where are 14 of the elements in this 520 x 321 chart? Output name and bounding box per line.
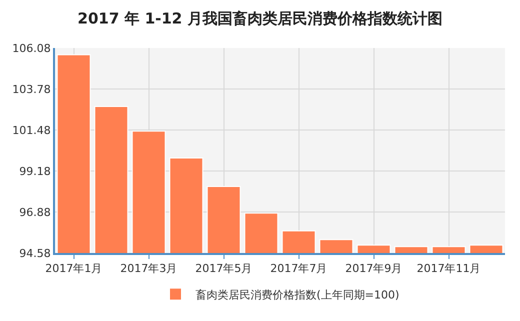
x-tick-label: 2017年5月 (195, 262, 252, 276)
x-tick-label: 2017年7月 (270, 262, 328, 276)
y-tick-label: 94.58 (19, 246, 51, 260)
legend-label: 畜肉类居民消费价格指数(上年同期=100) (196, 288, 400, 302)
x-tick-label: 2017年9月 (345, 262, 402, 276)
y-tick-label: 99.18 (19, 164, 51, 178)
y-tick-label: 96.88 (19, 206, 51, 219)
y-tick-label: 101.48 (12, 124, 51, 137)
x-tick-label: 2017年3月 (120, 262, 178, 276)
chart-title: 2017 年 1-12 月我国畜肉类居民消费价格指数统计图 (78, 9, 442, 28)
x-tick-label: 2017年11月 (416, 262, 481, 276)
y-tick-label: 106.08 (12, 42, 51, 55)
y-tick-label: 103.78 (12, 82, 51, 96)
x-tick-label: 2017年1月 (45, 262, 102, 276)
